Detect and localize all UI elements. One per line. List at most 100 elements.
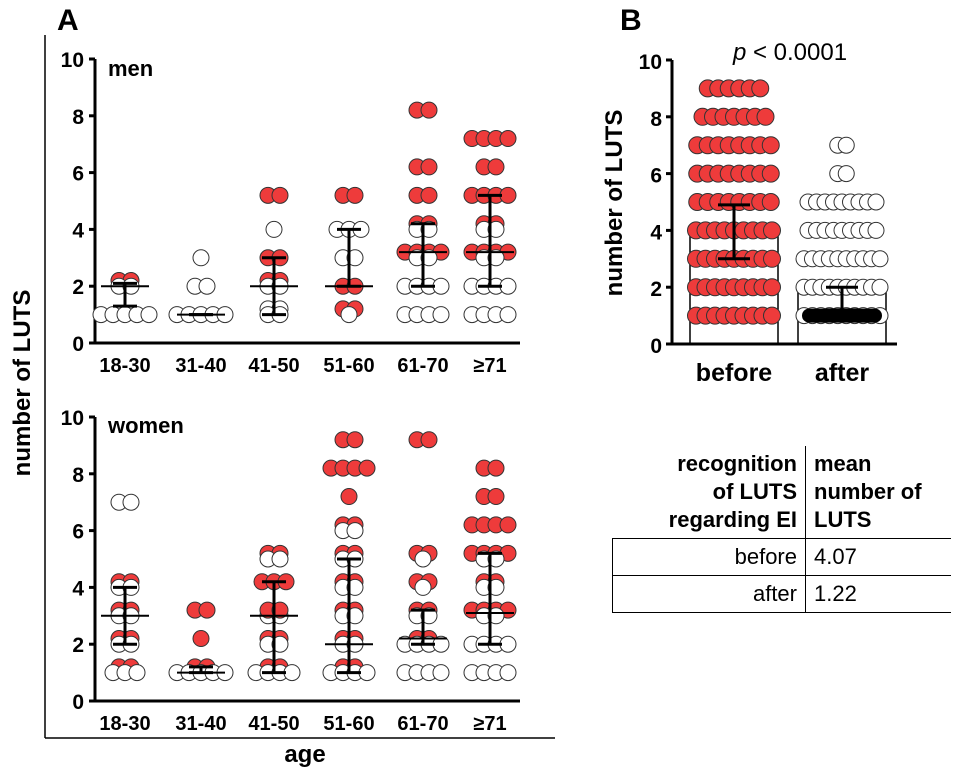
p-value: < 0.0001 [746,39,847,66]
header-1-line-1: recognition [677,451,797,476]
men-data-point [487,249,505,267]
b-data-point [761,193,780,211]
women-data-point [499,635,517,653]
b-data-point [763,306,781,325]
women-data-point [358,459,376,477]
men-category-label: 41-50 [248,355,299,377]
table-cell-after: after [612,575,806,613]
men-category-label: ≥71 [473,355,506,377]
women-ytick-label: 4 [72,577,84,600]
b-data-point [871,250,889,268]
b-category-label: after [815,359,869,387]
table-row: after 1.22 [612,575,951,613]
men-data-point [487,220,505,238]
women-category-label: 18-30 [99,713,150,735]
women-data-point [346,607,364,625]
panel-a-xlabel: age [284,741,325,767]
women-category-label: 51-60 [323,713,374,735]
women-data-point [271,601,289,619]
b-data-point [761,136,780,155]
b-data-point [756,107,775,126]
b-data-point [763,278,781,297]
panel-b-ylabel: number of LUTS [601,110,628,297]
b-data-point [763,249,781,268]
panel-b-chart: number of LUTS p < 0.0001 0 2 4 6 8 10 before… [601,39,897,387]
panel-a-ylabel: number of LUTS [9,290,36,477]
women-data-point [414,578,432,596]
women-data-point [499,664,517,682]
men-data-point [140,306,158,324]
b-ytick-label: 6 [650,165,662,188]
panel-letter-b: B [620,4,642,37]
women-data-point [271,550,289,568]
table-cell-after-value: 1.22 [805,575,951,613]
men-data-point [432,306,450,324]
b-ytick-label: 8 [650,108,662,131]
women-data-point [487,488,505,506]
men-data-point [192,249,210,267]
men-ytick-label: 8 [72,106,84,129]
men-data-point [499,130,517,148]
women-category-label: 61-70 [397,713,448,735]
women-data-point [283,664,301,682]
women-subplot: women 0 2 4 6 8 10 18-30 31-40 41-50 51-60 61-70 ≥… [61,407,520,735]
women-data-point [340,488,358,506]
header-2-line-2: number of [814,479,922,504]
men-data-point [420,101,438,119]
women-data-point [487,459,505,477]
women-data-point [420,607,438,625]
men-data-point [265,220,283,238]
b-ytick-label: 0 [650,335,662,358]
women-data-point [346,578,364,596]
table-cell-before-value: 4.07 [805,538,951,576]
women-category-label: 41-50 [248,713,299,735]
header-1-line-2: of LUTS [712,479,797,504]
women-data-point [128,664,146,682]
b-data-point [867,193,885,211]
header-2-line-1: mean [814,451,872,476]
b-data-point [867,221,885,239]
men-data-point [420,158,438,176]
men-data-point [420,186,438,204]
women-ytick-label: 6 [72,521,84,544]
men-data-point [432,277,450,295]
women-data-point [122,493,140,511]
men-data-point [499,277,517,295]
men-category-label: 18-30 [99,355,150,377]
b-data-point [763,221,781,240]
women-ytick-label: 2 [72,634,84,657]
men-category-label: 61-70 [397,355,448,377]
header-2-line-3: LUTS [814,507,872,532]
women-data-point [192,630,210,648]
b-category-label: before [696,359,773,387]
women-data-point [414,550,432,568]
table-header-recognition: recognition of LUTS regarding EI [612,446,806,539]
b-data-point [761,164,780,183]
women-data-point [499,516,517,534]
men-data-point [499,306,517,324]
table-row: before 4.07 [612,538,951,576]
men-ytick-label: 6 [72,163,84,186]
men-ytick-label: 2 [72,276,84,299]
p-value-annotation: p < 0.0001 [732,39,847,66]
women-group-label: women [107,413,184,438]
men-data-point [271,186,289,204]
table-header-mean: mean number of LUTS [805,446,951,539]
b-ytick-label: 4 [650,221,662,244]
women-ytick-label: 10 [61,407,84,430]
women-data-point [271,635,289,653]
b-data-point [837,165,855,183]
summary-table: recognition of LUTS regarding EI mean numbe… [612,446,951,613]
men-group-label: men [108,56,153,81]
women-data-point [358,664,376,682]
women-data-point [487,550,505,568]
men-category-label: 31-40 [175,355,226,377]
women-data-point [346,522,364,540]
women-data-point [487,578,505,596]
table-cell-before: before [612,538,806,576]
women-data-point [198,601,216,619]
women-data-point [487,607,505,625]
women-data-point [346,431,364,449]
table-header-row: recognition of LUTS regarding EI mean numbe… [612,446,951,539]
